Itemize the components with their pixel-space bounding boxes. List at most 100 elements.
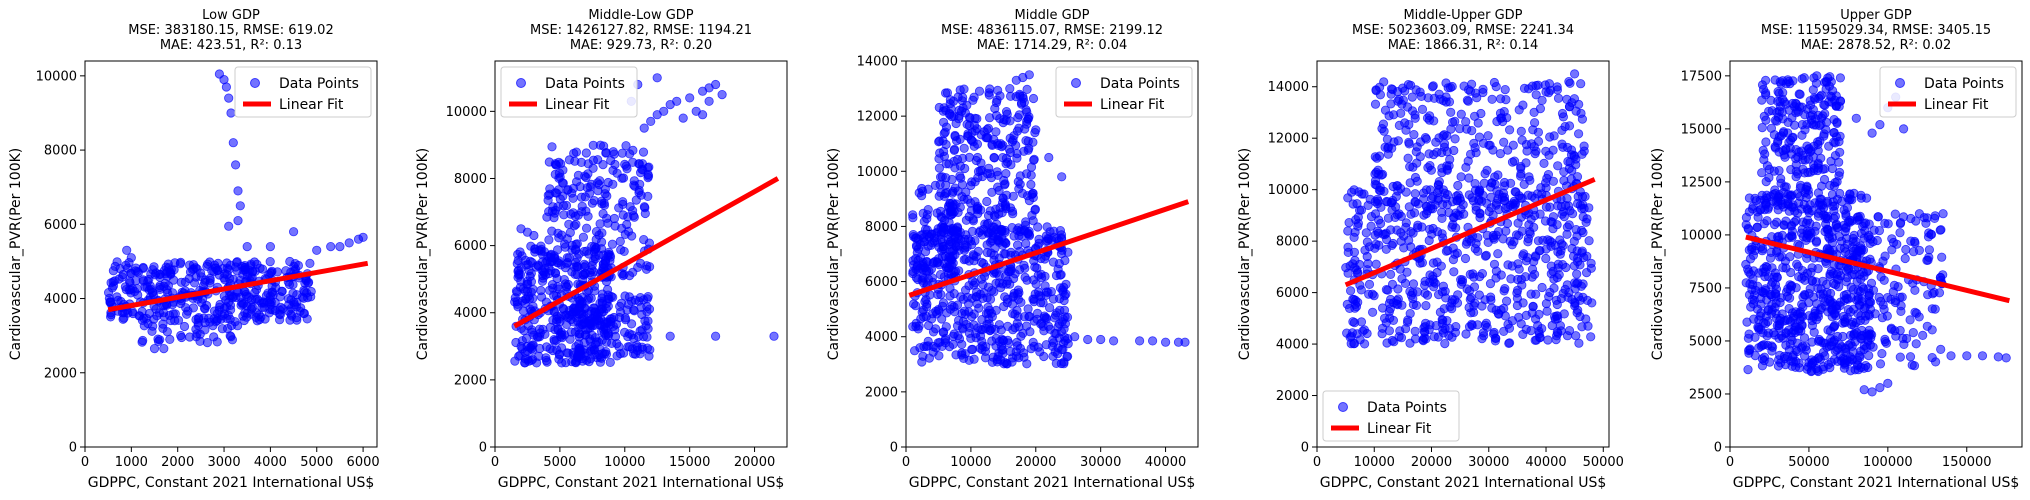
y-tick-label: 0 [1301, 441, 1309, 456]
data-point [973, 246, 983, 256]
data-point [633, 262, 643, 272]
data-point [583, 159, 593, 169]
data-point [197, 298, 207, 308]
data-point [1776, 358, 1786, 368]
data-point [1800, 290, 1810, 300]
data-point [953, 186, 963, 196]
data-point [908, 210, 918, 220]
data-point [1025, 327, 1035, 337]
legend-marker-points [1895, 78, 1905, 88]
data-point [1774, 166, 1784, 176]
data-point [928, 341, 938, 352]
data-point [1859, 284, 1869, 294]
y-axis-label: Cardiovascular_PVR(Per 100K) [1650, 148, 1666, 361]
data-point [1820, 164, 1830, 174]
data-point [554, 168, 565, 178]
data-point [1499, 286, 1509, 296]
y-tick-label: 14000 [857, 55, 898, 70]
data-point [536, 292, 547, 302]
data-point [106, 297, 116, 307]
data-point [1577, 225, 1587, 236]
data-point [1758, 340, 1768, 350]
data-point [1875, 382, 1885, 393]
data-point [1420, 327, 1430, 337]
data-point [153, 336, 164, 346]
data-point [1759, 263, 1769, 274]
data-point [1474, 194, 1484, 204]
data-point [1568, 209, 1578, 219]
data-point [697, 110, 708, 120]
data-point [911, 318, 921, 328]
data-point [941, 180, 951, 190]
data-point [1422, 113, 1433, 123]
data-point [991, 127, 1001, 137]
axes-frame [1316, 60, 1610, 448]
data-point [529, 230, 539, 241]
chart-metrics-line: MSE: 4836115.07, RMSE: 2199.12 [941, 23, 1163, 38]
data-point [1511, 230, 1522, 240]
data-point [1026, 170, 1036, 180]
y-tick-label: 8000 [865, 220, 898, 235]
x-tick-label: 5000 [543, 455, 576, 470]
y-tick-label: 2500 [1689, 387, 1722, 402]
data-point [1421, 201, 1432, 211]
data-point [1914, 209, 1925, 219]
data-point [991, 110, 1002, 121]
data-point [644, 351, 654, 361]
data-point [987, 336, 997, 346]
data-point [191, 324, 201, 334]
data-point [710, 79, 721, 90]
data-point [997, 142, 1007, 152]
data-point [1569, 150, 1579, 160]
data-point [226, 108, 236, 118]
x-tick-label: 6000 [347, 455, 380, 470]
data-point [917, 357, 927, 367]
data-point [597, 199, 607, 209]
data-point [1504, 323, 1515, 333]
data-point [159, 343, 169, 354]
y-tick-label: 8000 [44, 144, 77, 159]
data-point [1550, 240, 1560, 250]
data-point [1410, 113, 1420, 123]
data-point [982, 319, 992, 329]
data-point [1770, 185, 1780, 195]
data-point [510, 356, 520, 366]
data-point [240, 262, 250, 273]
data-point [1835, 243, 1845, 253]
data-point [235, 201, 245, 211]
data-point [1024, 226, 1034, 236]
data-point [908, 230, 918, 240]
data-point [1466, 292, 1476, 303]
data-point [1504, 338, 1514, 348]
data-point [932, 258, 943, 268]
data-point [1028, 93, 1039, 104]
y-axis-label: Cardiovascular_PVR(Per 100K) [1237, 148, 1253, 361]
data-point [1548, 145, 1558, 155]
data-point [1788, 202, 1798, 212]
data-point [1364, 279, 1375, 289]
data-point [1083, 334, 1093, 345]
data-point [1428, 258, 1439, 268]
data-point [920, 247, 931, 257]
data-point [1487, 94, 1497, 104]
data-point [1824, 97, 1834, 107]
data-point [118, 314, 128, 324]
data-point [226, 305, 236, 315]
data-point [911, 301, 921, 311]
x-tick-label: 3000 [208, 455, 241, 470]
data-point [1394, 120, 1405, 131]
legend-label-points: Data Points [1924, 76, 2004, 92]
data-point [1469, 138, 1479, 148]
data-point [225, 260, 236, 270]
linear-fit-line [107, 260, 369, 313]
data-point [590, 311, 600, 321]
data-point [1751, 196, 1761, 206]
data-point [1042, 222, 1052, 232]
data-point [1922, 213, 1932, 223]
data-point [1900, 253, 1910, 264]
x-tick-label: 100000 [1863, 455, 1913, 470]
chart-metrics-line: MAE: 1866.31, R²: 0.14 [1388, 38, 1539, 53]
data-point [1927, 325, 1937, 335]
data-point [1363, 258, 1373, 269]
data-point [984, 88, 994, 98]
